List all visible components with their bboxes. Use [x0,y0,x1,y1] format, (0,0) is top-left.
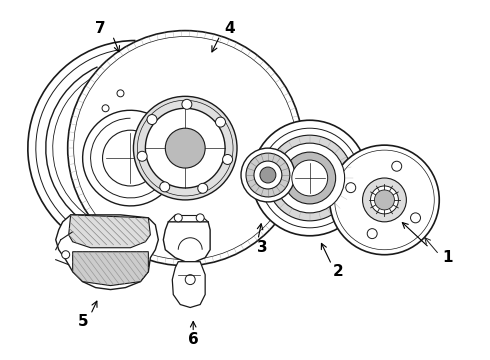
Ellipse shape [252,120,368,236]
Ellipse shape [196,214,204,222]
Text: 3: 3 [257,240,267,255]
Ellipse shape [292,160,328,196]
Ellipse shape [260,167,276,183]
Text: 7: 7 [95,21,106,36]
Ellipse shape [185,275,195,285]
Polygon shape [69,215,150,248]
Text: 4: 4 [225,21,235,36]
Ellipse shape [160,182,170,192]
Ellipse shape [330,145,439,255]
Ellipse shape [363,178,406,222]
Ellipse shape [198,183,208,193]
Ellipse shape [392,161,402,171]
Text: 5: 5 [77,314,88,329]
Ellipse shape [165,128,205,168]
Ellipse shape [346,183,356,193]
Ellipse shape [216,117,225,127]
Ellipse shape [222,154,233,165]
Polygon shape [56,215,158,289]
Ellipse shape [374,190,394,210]
Text: 1: 1 [442,250,452,265]
Ellipse shape [254,161,282,189]
Ellipse shape [137,151,147,161]
Ellipse shape [267,135,353,221]
Ellipse shape [62,251,70,259]
Ellipse shape [411,213,420,223]
Ellipse shape [367,229,377,239]
Polygon shape [73,252,148,285]
Ellipse shape [370,186,398,214]
Ellipse shape [68,31,303,266]
Ellipse shape [182,99,192,109]
Polygon shape [163,222,210,262]
Ellipse shape [147,114,157,125]
Text: 2: 2 [332,264,343,279]
Polygon shape [172,262,205,307]
Ellipse shape [174,214,182,222]
Ellipse shape [102,105,109,112]
Ellipse shape [275,143,344,213]
Ellipse shape [241,148,295,202]
Text: 6: 6 [188,332,198,347]
Ellipse shape [246,153,290,197]
Ellipse shape [284,152,336,204]
Ellipse shape [133,96,237,200]
Ellipse shape [117,90,124,97]
Ellipse shape [146,108,225,188]
